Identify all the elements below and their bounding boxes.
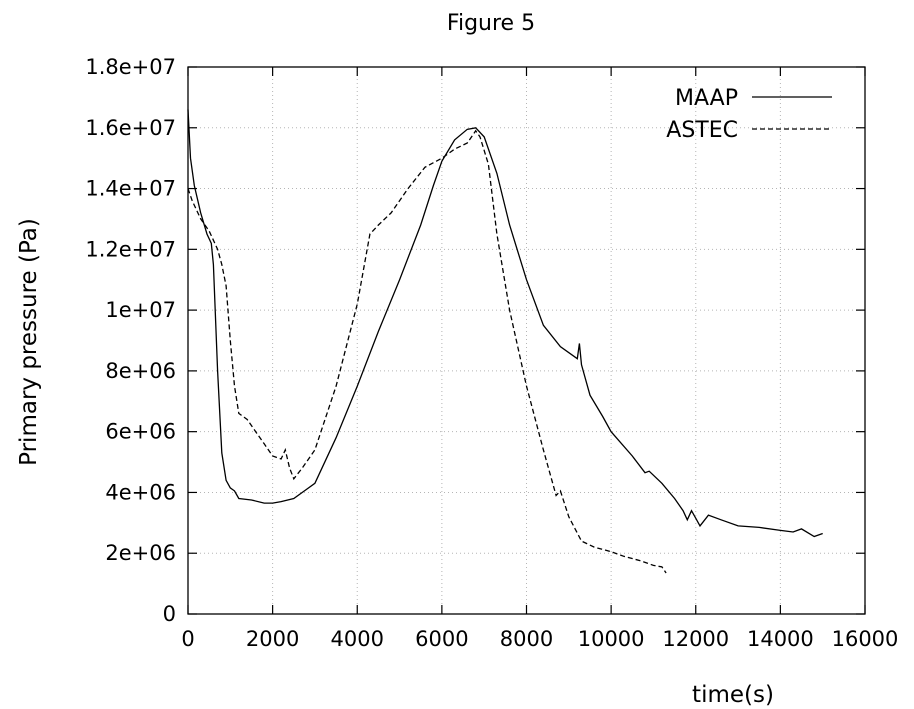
x-tick-label: 6000 — [415, 627, 468, 651]
grid-lines — [188, 67, 865, 614]
y-tick-label: 1.2e+07 — [85, 237, 176, 261]
x-tick-label: 4000 — [331, 627, 384, 651]
y-tick-label: 2e+06 — [105, 541, 176, 565]
y-tick-label: 8e+06 — [105, 359, 176, 383]
series-line-astec — [187, 129, 667, 574]
x-tick-label: 2000 — [246, 627, 299, 651]
y-axis-label: Primary pressure (Pa) — [16, 218, 42, 466]
legend-label-maap: MAAP — [675, 86, 738, 111]
y-tick-label: 1.6e+07 — [85, 116, 176, 140]
y-tick-label: 1e+07 — [105, 298, 176, 322]
legend: MAAP ASTEC — [666, 86, 832, 143]
axis-ticks: 0 2000 4000 6000 8000 10000 12000 14000 16000 0 2e… — [85, 55, 898, 651]
x-axis-label: time(s) — [692, 682, 774, 708]
y-tick-label: 4e+06 — [105, 480, 176, 504]
y-tick-label: 6e+06 — [105, 420, 176, 444]
legend-label-astec: ASTEC — [666, 118, 738, 143]
x-tick-label: 12000 — [662, 627, 729, 651]
series-line-maap — [187, 109, 823, 538]
chart-title: Figure 5 — [447, 11, 535, 36]
plot-frame — [187, 66, 866, 615]
x-tick-label: 10000 — [578, 627, 645, 651]
y-tick-label: 0 — [163, 602, 176, 626]
y-tick-label: 1.8e+07 — [85, 55, 176, 79]
x-tick-label: 14000 — [747, 627, 814, 651]
x-tick-label: 0 — [181, 627, 194, 651]
y-tick-label: 1.4e+07 — [85, 177, 176, 201]
x-tick-label: 16000 — [832, 627, 899, 651]
x-tick-label: 8000 — [500, 627, 553, 651]
series-lines — [187, 109, 823, 574]
